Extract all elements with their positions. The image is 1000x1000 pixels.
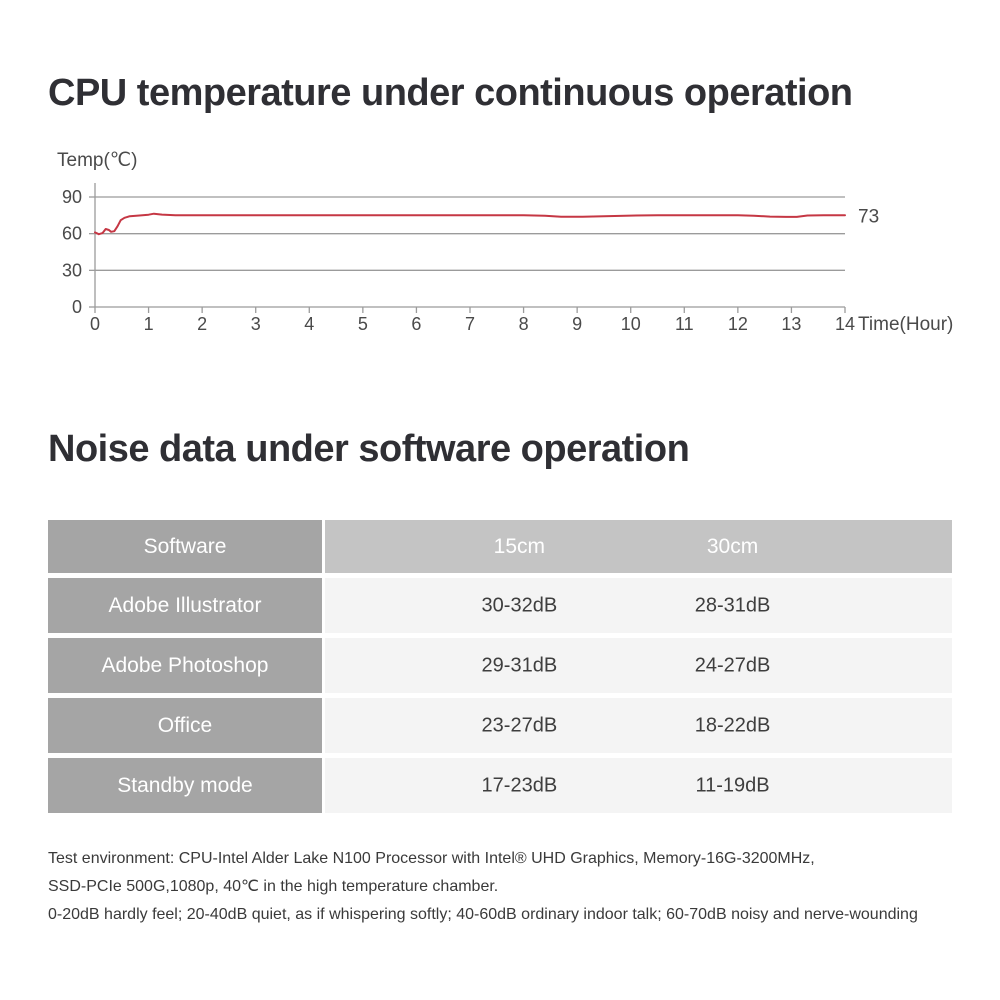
x-tick-label: 8: [519, 314, 529, 334]
row-label: Adobe Photoshop: [48, 638, 322, 693]
temperature-line: [94, 212, 846, 236]
value-15cm: 23-27dB: [481, 714, 558, 736]
x-tick-label: 12: [728, 314, 748, 334]
y-tick-label: 60: [62, 224, 82, 244]
footnote-test-env-line1: Test environment: CPU-Intel Alder Lake N…: [48, 850, 815, 867]
x-tick-label: 0: [90, 314, 100, 334]
value-30cm: 28-31dB: [694, 594, 771, 616]
table-row-adobe-illustrator: Adobe Illustrator 30-32dB 28-31dB: [48, 578, 952, 633]
y-tick-label: 30: [62, 260, 82, 280]
y-tick-label: 0: [72, 297, 82, 317]
row-values: 17-23dB 11-19dB: [325, 758, 952, 813]
x-tick-label: 7: [465, 314, 475, 334]
value-30cm: 24-27dB: [694, 654, 771, 676]
row-values: 29-31dB 24-27dB: [325, 638, 952, 693]
value-15cm: 29-31dB: [481, 654, 558, 676]
x-tick-label: 14: [835, 314, 855, 334]
value-15cm: 30-32dB: [481, 594, 558, 616]
cpu-temp-chart: 0 30 60 90 0 1 2 3 4 5 6 7 8 9 10 11 12 13 14 Time(Hour) Tem…: [0, 140, 1000, 350]
row-label: Adobe Illustrator: [48, 578, 322, 633]
x-tick-label: 3: [251, 314, 261, 334]
y-tick-label: 90: [62, 187, 82, 207]
x-tick-label: 5: [358, 314, 368, 334]
x-tick-label: 1: [144, 314, 154, 334]
column-header-15cm: 15cm: [493, 534, 546, 558]
x-tick-label: 2: [197, 314, 207, 334]
x-tick-label: 4: [304, 314, 314, 334]
value-15cm: 17-23dB: [481, 774, 558, 796]
footnotes: Test environment: CPU-Intel Alder Lake N…: [48, 845, 958, 929]
row-label: Office: [48, 698, 322, 753]
noise-table-header-row: Software 15cm 30cm: [48, 520, 952, 573]
table-row-standby-mode: Standby mode 17-23dB 11-19dB: [48, 758, 952, 813]
row-values: 30-32dB 28-31dB: [325, 578, 952, 633]
footnote-test-env-line2: SSD-PCIe 500G,1080p, 40℃ in the high tem…: [48, 878, 499, 895]
table-row-office: Office 23-27dB 18-22dB: [48, 698, 952, 753]
column-header-software: Software: [48, 520, 322, 573]
noise-title: Noise data under software operation: [48, 428, 690, 470]
x-tick-label: 13: [781, 314, 801, 334]
noise-table-header-data: 15cm 30cm: [325, 520, 952, 573]
column-header-30cm: 30cm: [706, 534, 759, 558]
x-tick-label: 11: [675, 314, 694, 334]
row-label: Standby mode: [48, 758, 322, 813]
footnote-db-scale: 0-20dB hardly feel; 20-40dB quiet, as if…: [48, 906, 918, 923]
row-values: 23-27dB 18-22dB: [325, 698, 952, 753]
x-tick-label: 6: [411, 314, 421, 334]
value-30cm: 11-19dB: [695, 774, 770, 796]
value-30cm: 18-22dB: [694, 714, 771, 736]
noise-table: Software 15cm 30cm Adobe Illustrator 30-…: [48, 520, 952, 818]
x-axis-label: Time(Hour): [858, 314, 953, 335]
x-tick-label: 10: [621, 314, 641, 334]
y-axis-label: Temp(℃): [57, 150, 137, 171]
table-row-adobe-photoshop: Adobe Photoshop 29-31dB 24-27dB: [48, 638, 952, 693]
x-tick-label: 9: [572, 314, 582, 334]
line-end-value-label: 73: [858, 206, 879, 227]
cpu-temp-title: CPU temperature under continuous operati…: [48, 72, 853, 114]
